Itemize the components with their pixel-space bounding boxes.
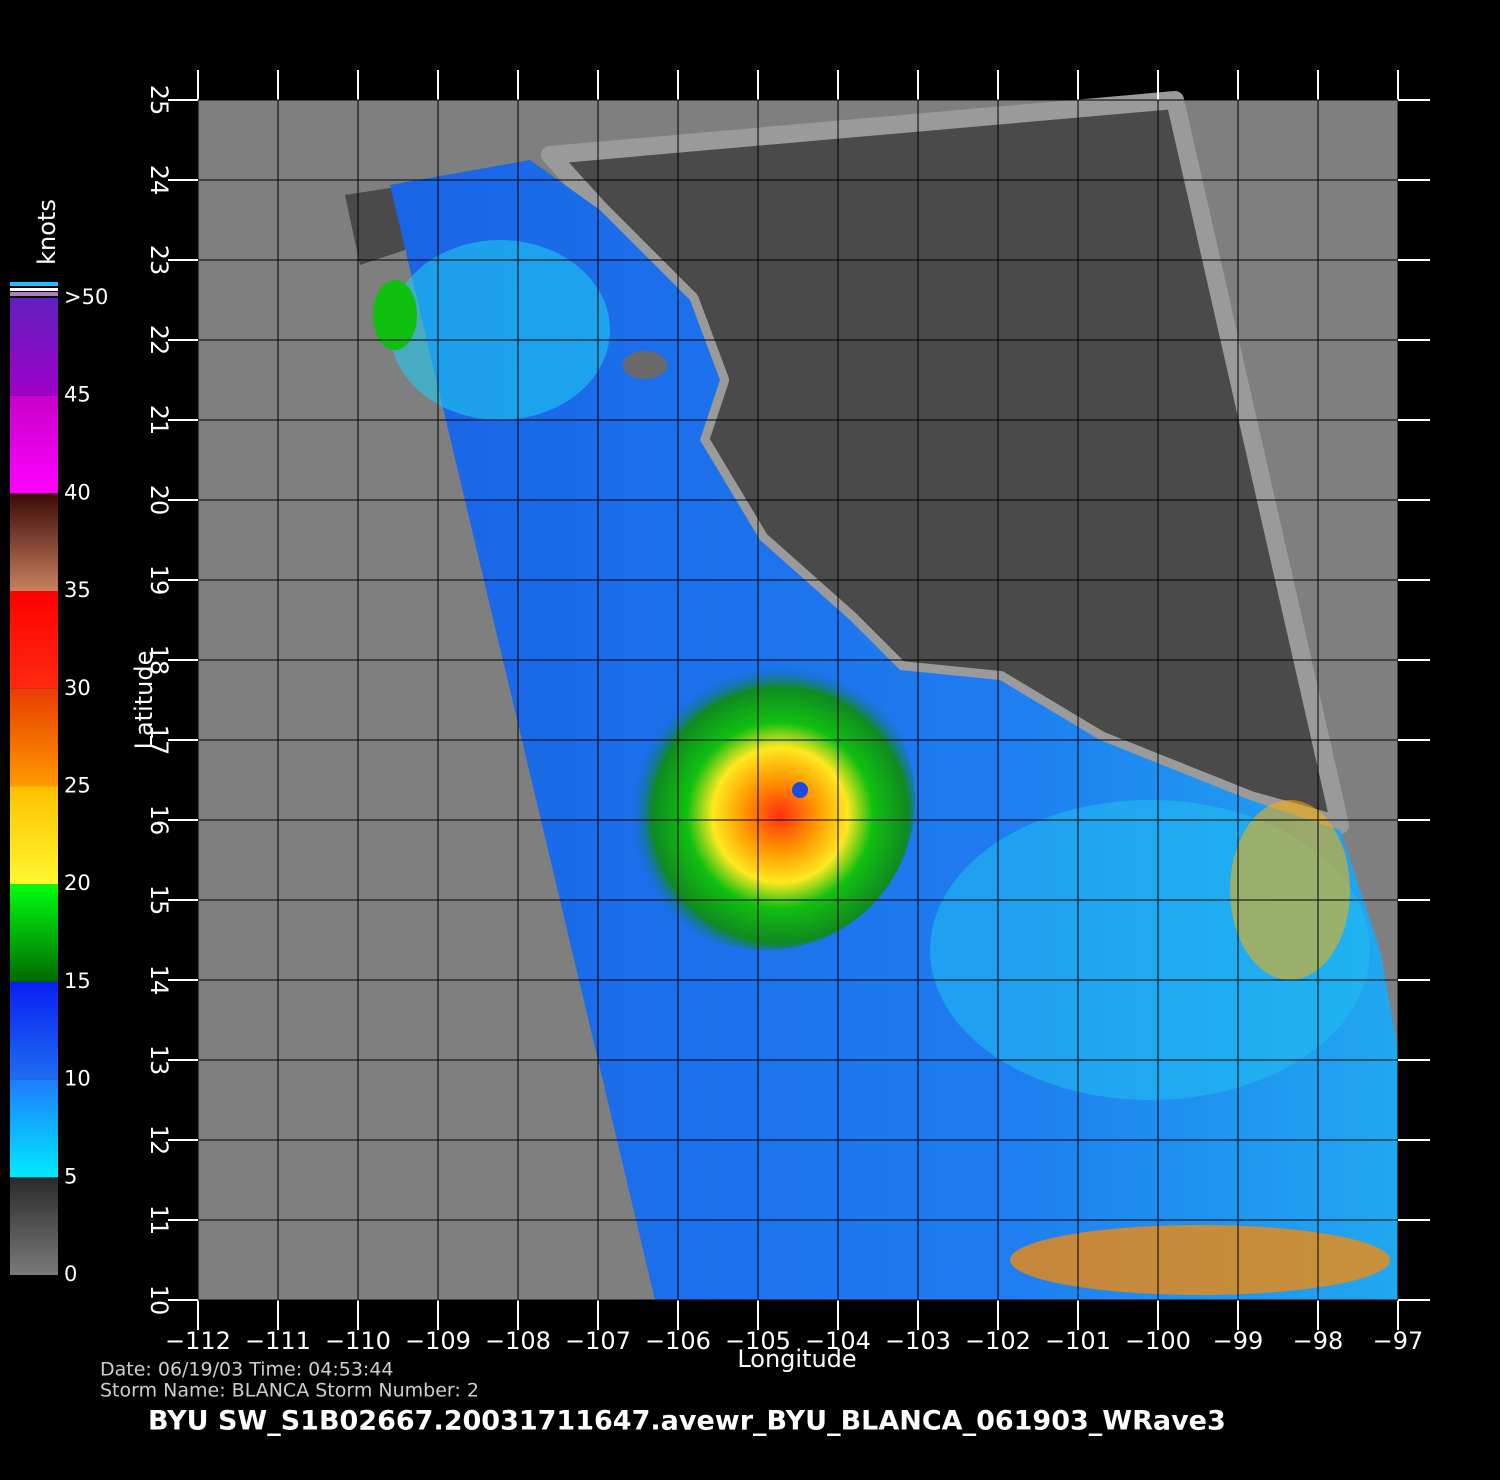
wind-region <box>373 280 417 350</box>
y-tick-label: 25 <box>145 85 173 116</box>
colorbar-segment <box>10 688 58 787</box>
y-tick-label: 16 <box>145 805 173 836</box>
x-tick-label: −103 <box>885 1327 951 1355</box>
x-tick-label: −104 <box>805 1327 871 1355</box>
colorbar-segment <box>10 884 58 982</box>
land <box>345 185 410 265</box>
colorbar-tick-label: 30 <box>64 676 91 700</box>
colorbar-tick-label: 25 <box>64 774 91 798</box>
x-tick-label: −100 <box>1125 1327 1191 1355</box>
x-tick-label: −98 <box>1293 1327 1344 1355</box>
y-tick-label: 13 <box>145 1045 173 1076</box>
x-tick-label: −109 <box>405 1327 471 1355</box>
colorbar-tick-label: 5 <box>64 1164 77 1188</box>
x-tick-label: −112 <box>165 1327 231 1355</box>
colorbar-segment <box>10 493 58 592</box>
island <box>623 351 667 379</box>
storm-info: Storm Name: BLANCA Storm Number: 2 <box>100 1380 479 1402</box>
date-info: Date: 06/19/03 Time: 04:53:44 <box>100 1359 394 1381</box>
colorbar-tick-label: >50 <box>64 285 108 309</box>
x-tick-label: −105 <box>725 1327 791 1355</box>
wind-region <box>390 240 610 420</box>
y-tick-label: 19 <box>145 565 173 596</box>
y-tick-label: 14 <box>145 965 173 996</box>
colorbar-segment <box>10 1079 58 1178</box>
colorbar-tick-label: 40 <box>64 480 91 504</box>
x-tick-label: −106 <box>645 1327 711 1355</box>
x-tick-label: −107 <box>565 1327 631 1355</box>
y-tick-label: 23 <box>145 245 173 276</box>
colorbar-tick-label: 45 <box>64 383 91 407</box>
y-tick-label: 11 <box>145 1205 173 1236</box>
x-tick-label: −111 <box>245 1327 311 1355</box>
wind-region <box>1230 800 1350 980</box>
colorbar-segment <box>10 298 58 396</box>
x-tick-label: −101 <box>1045 1327 1111 1355</box>
colorbar-cap <box>10 288 58 291</box>
y-tick-label: 15 <box>145 885 173 916</box>
x-tick-label: −108 <box>485 1327 551 1355</box>
colorbar-segment <box>10 1177 58 1275</box>
colorbar-tick-label: 15 <box>64 969 91 993</box>
y-tick-label: 21 <box>145 405 173 436</box>
y-tick-label: 10 <box>145 1285 173 1316</box>
x-tick-label: −99 <box>1213 1327 1264 1355</box>
storm <box>615 650 915 950</box>
y-tick-label: 22 <box>145 325 173 356</box>
storm-eye <box>792 782 808 798</box>
colorbar-segment <box>10 591 58 689</box>
colorbar-segment <box>10 786 58 885</box>
colorbar-cap <box>10 292 58 296</box>
chart-title: BYU SW_S1B02667.20031711647.avewr_BYU_BL… <box>148 1406 1226 1437</box>
colorbar-cap <box>10 282 58 286</box>
y-tick-label: 17 <box>145 725 173 756</box>
y-tick-label: 18 <box>145 645 173 676</box>
colorbar-tick-label: 20 <box>64 871 91 895</box>
colorbar-segment <box>10 395 58 494</box>
y-axis-label: Latitude <box>130 651 158 750</box>
colorbar-label: knots <box>33 199 61 265</box>
colorbar-segment <box>10 981 58 1080</box>
y-tick-label: 12 <box>145 1125 173 1156</box>
colorbar-tick-label: 0 <box>64 1262 77 1286</box>
y-tick-label: 20 <box>145 485 173 516</box>
x-tick-label: −102 <box>965 1327 1031 1355</box>
y-tick-label: 24 <box>145 165 173 196</box>
colorbar-tick-label: 10 <box>64 1067 91 1091</box>
wind-region <box>1010 1225 1390 1295</box>
x-tick-label: −110 <box>325 1327 391 1355</box>
colorbar-tick-label: 35 <box>64 578 91 602</box>
x-axis-label: Longitude <box>737 1345 856 1373</box>
x-tick-label: −97 <box>1373 1327 1424 1355</box>
